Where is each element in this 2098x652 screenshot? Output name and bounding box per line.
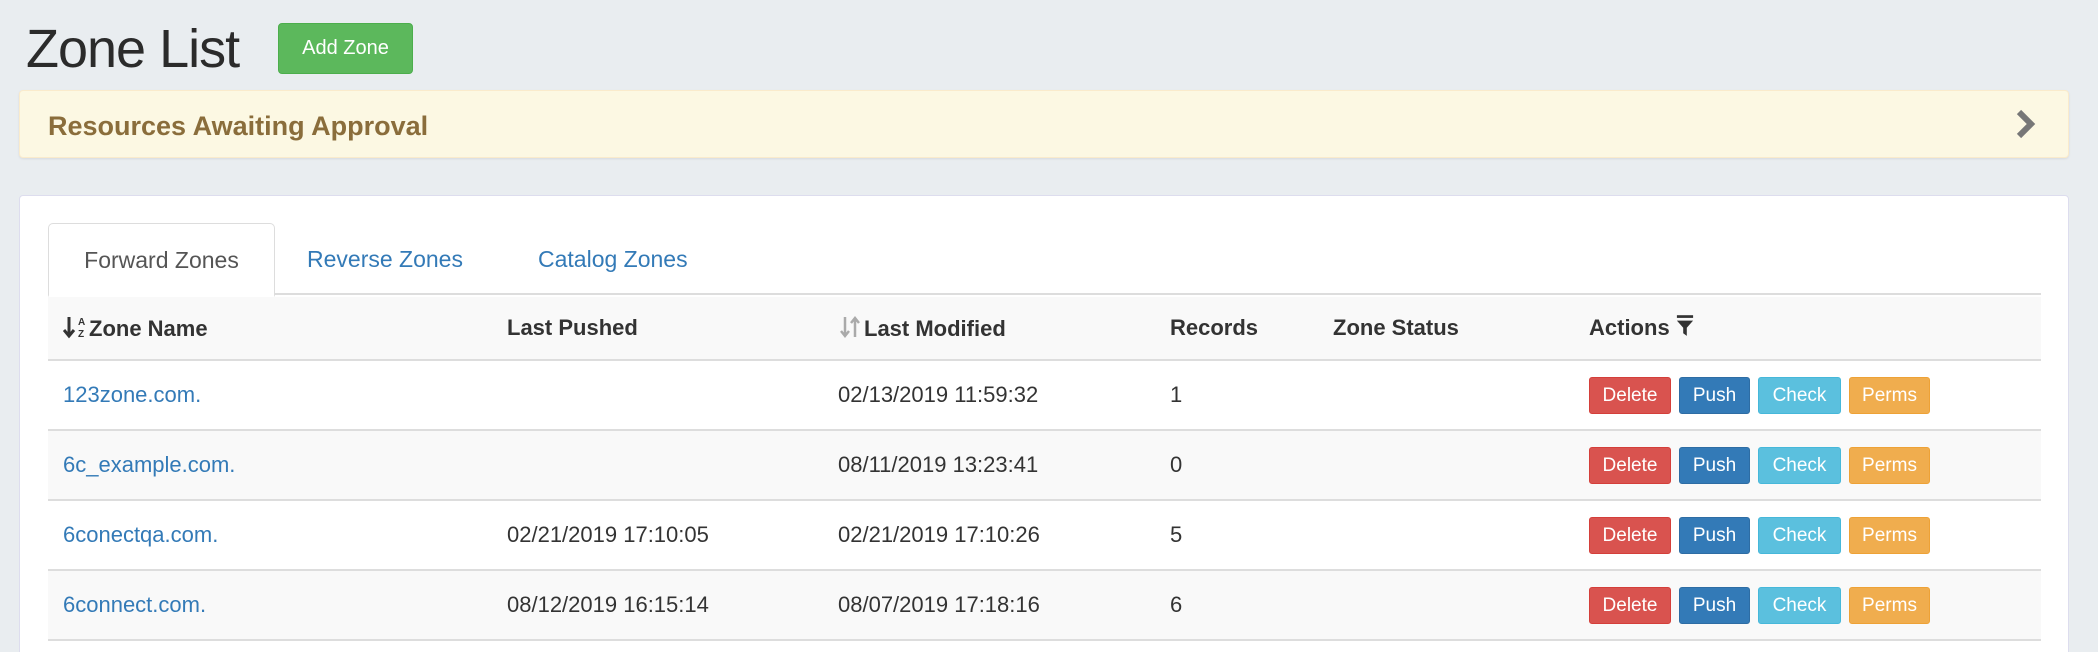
tab-forward-zones[interactable]: Forward Zones: [48, 223, 275, 297]
zone-name-link[interactable]: 6conectqa.com.: [63, 522, 219, 547]
delete-button[interactable]: Delete: [1589, 376, 1671, 414]
check-button[interactable]: Check: [1758, 516, 1841, 554]
zone-tabs: Forward Zones Reverse Zones Catalog Zone…: [48, 223, 2041, 297]
last-pushed: 02/21/2019 17:10:05: [492, 500, 823, 571]
push-button[interactable]: Push: [1679, 516, 1750, 554]
page-title: Zone List: [26, 19, 240, 79]
records-count: 6: [1155, 570, 1318, 641]
last-pushed: [492, 430, 823, 501]
tab-catalog-zones[interactable]: Catalog Zones: [538, 246, 688, 272]
delete-button[interactable]: Delete: [1589, 446, 1671, 484]
add-zone-button[interactable]: Add Zone: [278, 23, 413, 74]
records-count: 0: [1155, 430, 1318, 501]
last-modified: 02/13/2019 11:59:32: [823, 360, 1155, 431]
approval-label: Resources Awaiting Approval: [48, 111, 429, 141]
check-button[interactable]: Check: [1758, 586, 1841, 624]
last-pushed: [492, 360, 823, 431]
perms-button[interactable]: Perms: [1849, 586, 1930, 624]
zone-status: [1318, 500, 1574, 571]
zone-status: [1318, 430, 1574, 501]
col-last-modified[interactable]: Last Modified: [823, 297, 1155, 361]
last-modified: 02/21/2019 17:10:26: [823, 500, 1155, 571]
col-zone-status[interactable]: Zone Status: [1318, 297, 1574, 361]
perms-button[interactable]: Perms: [1849, 376, 1930, 414]
push-button[interactable]: Push: [1679, 376, 1750, 414]
zones-table: A Z Zone Name Last Pushed Last Modified Re…: [48, 297, 2041, 641]
last-pushed: 08/12/2019 16:15:14: [492, 570, 823, 641]
resources-awaiting-approval-panel[interactable]: Resources Awaiting Approval: [19, 90, 2069, 158]
zones-panel: Forward Zones Reverse Zones Catalog Zone…: [19, 195, 2069, 652]
check-button[interactable]: Check: [1758, 376, 1841, 414]
records-count: 1: [1155, 360, 1318, 431]
push-button[interactable]: Push: [1679, 586, 1750, 624]
col-zone-name[interactable]: A Z Zone Name: [48, 297, 492, 361]
zone-name-link[interactable]: 6connect.com.: [63, 592, 207, 617]
tab-reverse-zones[interactable]: Reverse Zones: [307, 246, 463, 272]
delete-button[interactable]: Delete: [1589, 516, 1671, 554]
table-row: 6conectqa.com. 02/21/2019 17:10:05 02/21…: [48, 500, 2041, 571]
delete-button[interactable]: Delete: [1589, 586, 1671, 624]
col-last-pushed[interactable]: Last Pushed: [492, 297, 823, 361]
zone-name-link[interactable]: 123zone.com.: [63, 382, 202, 407]
zone-name-link[interactable]: 6c_example.com.: [63, 452, 236, 477]
zone-status: [1318, 360, 1574, 431]
push-button[interactable]: Push: [1679, 446, 1750, 484]
filter-icon[interactable]: [1676, 315, 1694, 337]
zone-status: [1318, 570, 1574, 641]
table-row: 123zone.com. 02/13/2019 11:59:32 1 Delet…: [48, 360, 2041, 431]
svg-text:Z: Z: [78, 329, 84, 339]
records-count: 5: [1155, 500, 1318, 571]
svg-text:A: A: [78, 317, 85, 328]
table-row: 6connect.com. 08/12/2019 16:15:14 08/07/…: [48, 570, 2041, 641]
perms-button[interactable]: Perms: [1849, 516, 1930, 554]
chevron-right-icon[interactable]: [2010, 107, 2040, 141]
last-modified: 08/07/2019 17:18:16: [823, 570, 1155, 641]
check-button[interactable]: Check: [1758, 446, 1841, 484]
perms-button[interactable]: Perms: [1849, 446, 1930, 484]
table-row: 6c_example.com. 08/11/2019 13:23:41 0 De…: [48, 430, 2041, 501]
col-actions: Actions: [1574, 297, 2041, 361]
sort-icon: [840, 315, 860, 338]
sort-alpha-icon: AZ: [63, 316, 85, 339]
col-records[interactable]: Records: [1155, 297, 1318, 361]
last-modified: 08/11/2019 13:23:41: [823, 430, 1155, 501]
